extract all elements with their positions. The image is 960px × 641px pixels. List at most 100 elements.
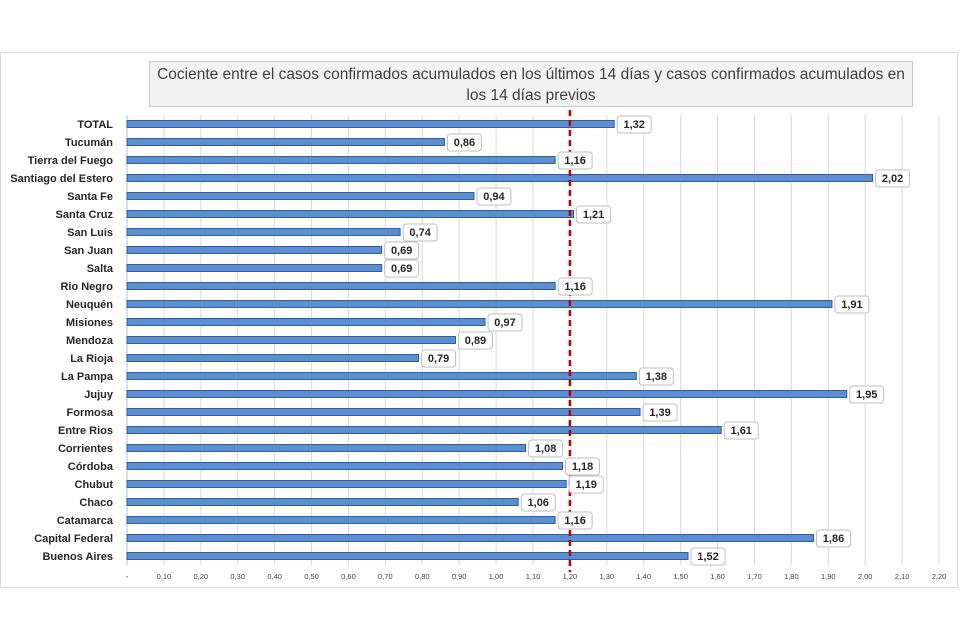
data-label: 1,39 — [649, 407, 670, 419]
bar — [126, 156, 556, 164]
bar — [126, 228, 401, 236]
bar — [126, 516, 556, 524]
category-label: San Luis — [67, 227, 113, 239]
bar — [126, 318, 486, 326]
bar — [126, 120, 615, 128]
x-tick-label: 0,70 — [378, 572, 393, 581]
data-label: 1,61 — [731, 425, 752, 437]
x-tick-label: 1,20 — [563, 572, 578, 581]
category-label: Chubut — [75, 479, 114, 491]
x-tick-label: 1,40 — [636, 572, 651, 581]
data-label: 1,16 — [564, 155, 585, 167]
data-label-box — [446, 133, 482, 152]
category-label: Santa Fe — [67, 191, 113, 203]
data-label: 0,86 — [454, 137, 475, 149]
data-label: 1,38 — [646, 371, 667, 383]
data-label-box — [557, 277, 593, 296]
data-label-box — [875, 169, 911, 188]
bar — [126, 336, 456, 344]
bar — [126, 210, 575, 218]
data-label-box — [834, 295, 870, 314]
data-label-box — [557, 511, 593, 530]
data-label-box — [528, 439, 564, 458]
bar — [126, 444, 527, 452]
data-label-box — [421, 349, 457, 368]
x-tick-label: 0,20 — [194, 572, 209, 581]
x-tick-label: 1,30 — [600, 572, 615, 581]
data-label: 1,32 — [623, 119, 644, 131]
data-label-box — [690, 547, 726, 566]
category-label: Jujuy — [84, 389, 114, 401]
data-label: 1,86 — [823, 533, 844, 545]
x-tick-label: - — [126, 572, 129, 581]
data-label-box — [457, 331, 493, 350]
data-label-box — [849, 385, 885, 404]
bar — [126, 174, 874, 182]
x-tick-label: 1,70 — [747, 572, 762, 581]
category-label: Capital Federal — [34, 533, 113, 545]
data-label-box — [576, 205, 612, 224]
data-label: 0,79 — [428, 353, 449, 365]
category-label: Buenos Aires — [42, 551, 113, 563]
bar — [126, 192, 475, 200]
category-label: Neuquén — [66, 299, 113, 311]
x-tick-label: 2,10 — [895, 572, 910, 581]
x-tick-label: 1,10 — [526, 572, 541, 581]
data-label: 0,69 — [391, 245, 412, 257]
category-label: La Rioja — [70, 353, 114, 365]
data-label: 1,19 — [576, 479, 597, 491]
category-label: Formosa — [67, 407, 114, 419]
bar — [126, 408, 641, 416]
data-label-box — [402, 223, 438, 242]
category-label: Santa Cruz — [56, 209, 114, 221]
category-label: Santiago del Estero — [10, 173, 113, 185]
bar — [126, 498, 519, 506]
bar — [126, 462, 564, 470]
data-label: 0,74 — [409, 227, 431, 239]
category-label: Salta — [87, 263, 114, 275]
data-label-box — [487, 313, 523, 332]
data-label-box — [384, 259, 420, 278]
x-tick-label: 1,50 — [673, 572, 688, 581]
bar — [126, 354, 420, 362]
bar — [126, 246, 383, 254]
data-label-box — [384, 241, 420, 260]
bar — [126, 300, 833, 308]
category-label: Misiones — [66, 317, 113, 329]
x-tick-label: 2,00 — [858, 572, 873, 581]
data-label: 1,08 — [535, 443, 556, 455]
data-label-box — [616, 115, 652, 134]
x-tick-label: 2,20 — [932, 572, 947, 581]
data-label-box — [476, 187, 512, 206]
data-label-box — [816, 529, 852, 548]
bar — [126, 480, 567, 488]
x-tick-label: 0,40 — [267, 572, 282, 581]
x-tick-label: 1,00 — [489, 572, 504, 581]
data-label: 1,95 — [856, 389, 877, 401]
data-label-box — [642, 403, 678, 422]
data-label-box — [638, 367, 674, 386]
data-label: 1,52 — [697, 551, 718, 563]
data-label: 1,21 — [583, 209, 604, 221]
data-label-box — [557, 151, 593, 170]
category-label: La Pampa — [61, 371, 114, 383]
category-label: Chaco — [79, 497, 113, 509]
data-label: 0,89 — [465, 335, 486, 347]
data-label-box — [565, 457, 601, 476]
bar — [126, 372, 637, 380]
bar — [126, 534, 815, 542]
data-label: 1,16 — [564, 281, 585, 293]
data-label: 0,97 — [494, 317, 515, 329]
category-label: San Juan — [64, 245, 113, 257]
category-label: Tucumán — [65, 137, 113, 149]
data-label-box — [568, 475, 604, 494]
bar — [126, 390, 848, 398]
chart-title: Cociente entre el casos confirmados acum… — [149, 61, 913, 107]
category-label: Catamarca — [57, 515, 114, 527]
category-label: Rio Negro — [60, 281, 113, 293]
x-tick-label: 0,60 — [341, 572, 356, 581]
category-label: Entre Rios — [58, 425, 113, 437]
category-label: Córdoba — [68, 461, 114, 473]
x-tick-label: 0,30 — [230, 572, 245, 581]
